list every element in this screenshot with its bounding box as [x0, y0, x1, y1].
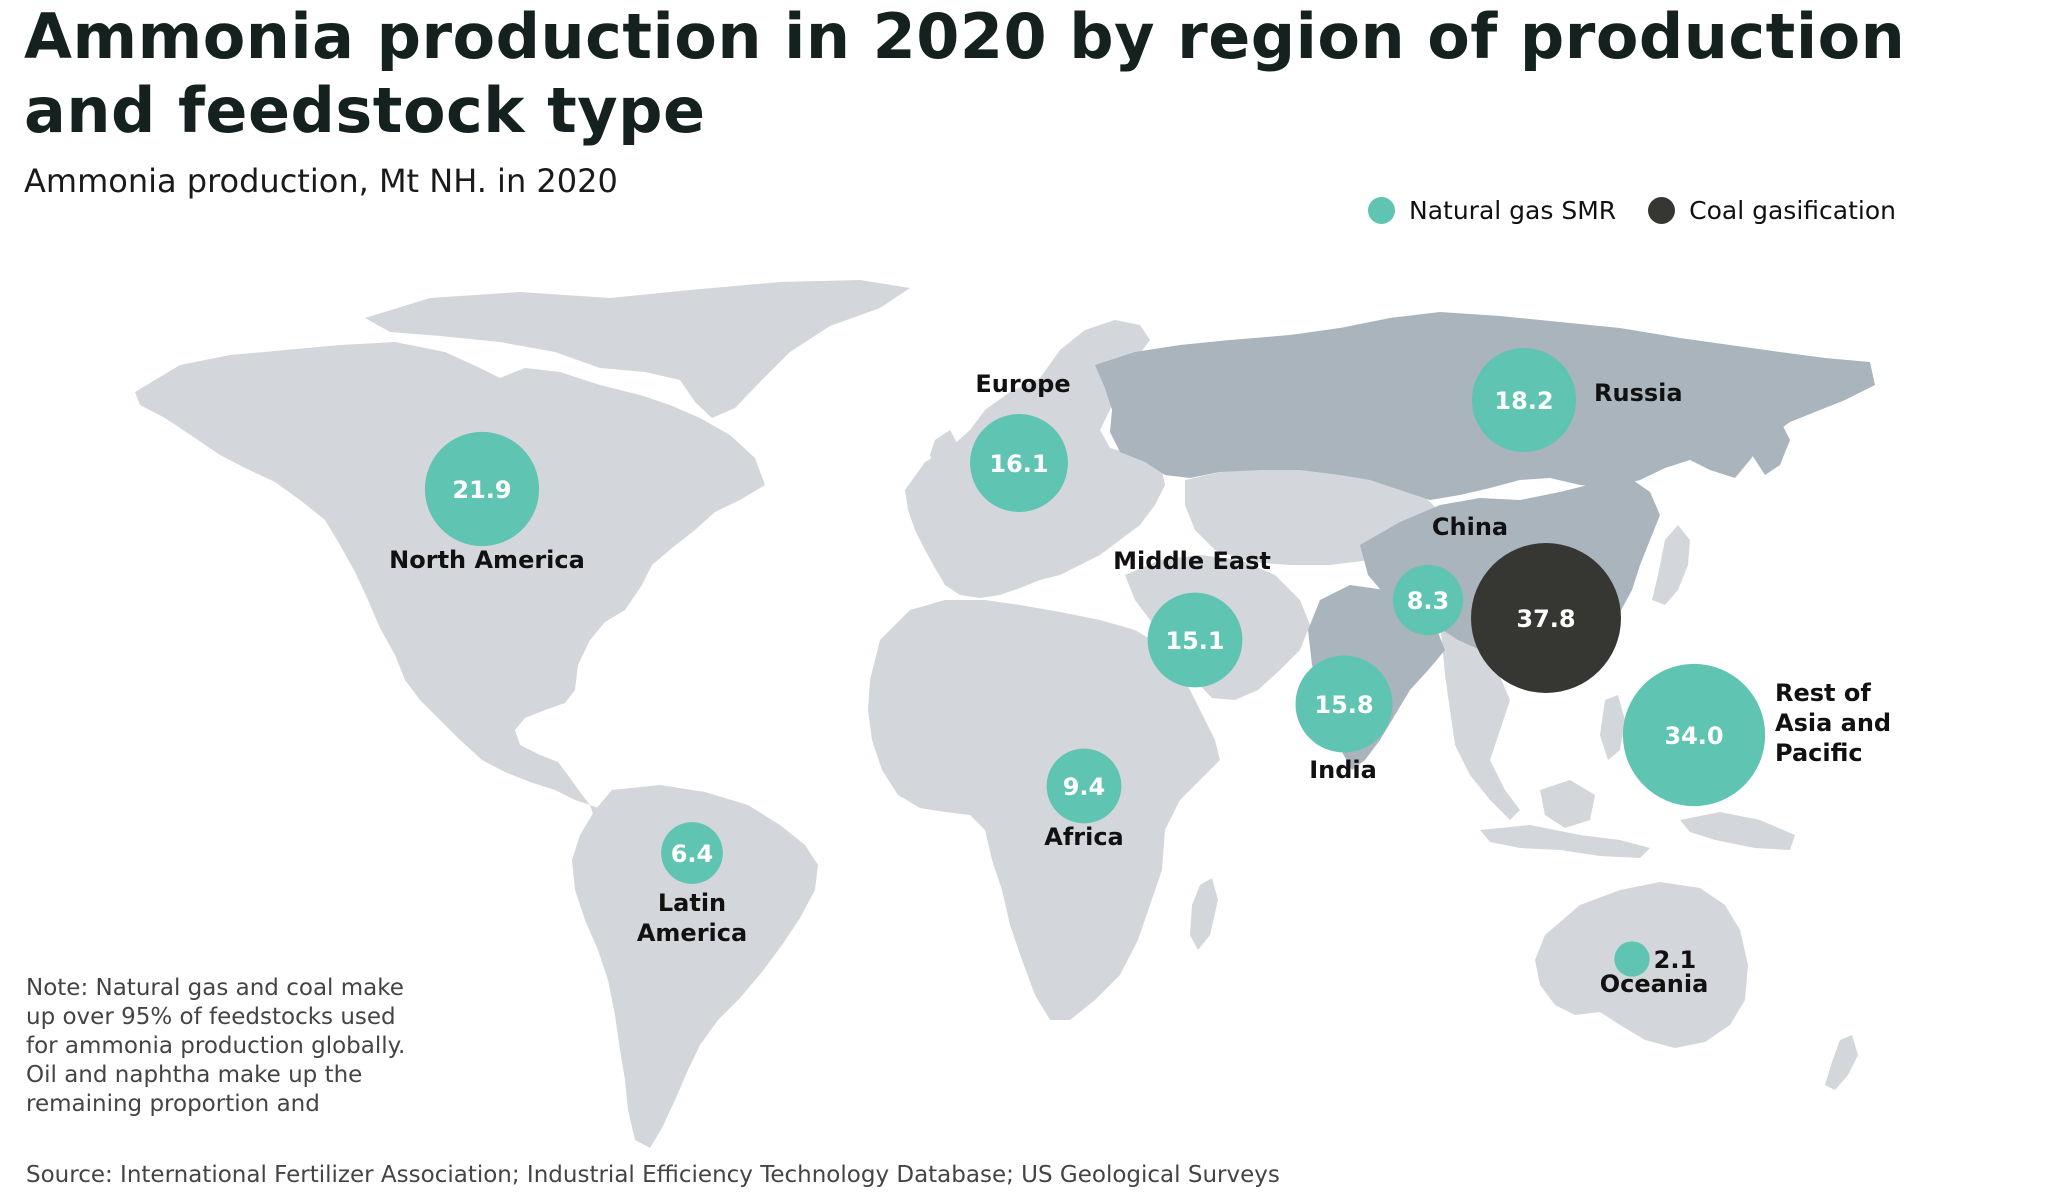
page-title: Ammonia production in 2020 by region of … — [24, 0, 1906, 147]
region-label-china-gas: China — [1432, 513, 1508, 541]
region-label-russia: Russia — [1594, 379, 1683, 407]
value-label-north-america: 21.9 — [452, 476, 511, 504]
region-label-europe: Europe — [975, 370, 1070, 398]
new-guinea-shape — [1680, 812, 1795, 850]
value-label-africa: 9.4 — [1063, 773, 1106, 801]
legend-item-coal: Coal gasification — [1648, 196, 1896, 225]
value-label-middle-east: 15.1 — [1165, 627, 1224, 655]
note-text: Note: Natural gas and coal make up over … — [26, 975, 406, 1117]
bubble-china-gas — [1392, 564, 1464, 636]
japan-shape — [1652, 525, 1690, 605]
scandinavia-shape — [1040, 320, 1150, 420]
legend-label-natural-gas: Natural gas SMR — [1409, 196, 1617, 225]
south-america-shape — [572, 785, 818, 1148]
legend-label-coal: Coal gasification — [1689, 196, 1896, 225]
bubble-europe — [970, 414, 1068, 512]
legend: Natural gas SMR Coal gasification — [1368, 196, 1928, 225]
region-label-rest-of-asia: Rest of Asia and Pacific — [1775, 679, 1891, 767]
bubble-rest-of-asia — [1622, 663, 1766, 807]
philippines-shape — [1600, 695, 1625, 760]
borneo-shape — [1540, 780, 1595, 828]
indonesia-shape — [1480, 825, 1650, 858]
bubble-north-america — [424, 431, 540, 547]
subtitle: Ammonia production, Mt NH. in 2020 — [24, 162, 618, 200]
bubble-india — [1295, 655, 1393, 753]
value-label-europe: 16.1 — [989, 450, 1048, 478]
region-label-latin-america: Latin America — [637, 889, 747, 947]
bubble-oceania — [1614, 941, 1650, 977]
greenland-shape — [365, 280, 910, 418]
value-label-india: 15.8 — [1314, 691, 1373, 719]
bubble-china-coal — [1471, 543, 1621, 693]
bubble-africa — [1046, 748, 1122, 824]
value-label-rest-of-asia: 34.0 — [1664, 722, 1723, 750]
africa-shape — [868, 600, 1220, 1020]
legend-item-natural-gas: Natural gas SMR — [1368, 196, 1616, 225]
region-label-middle-east: Middle East — [1113, 547, 1271, 575]
source-text: Source: International Fertilizer Associa… — [26, 1162, 1280, 1188]
land-masses — [135, 280, 1858, 1148]
value-label-china-gas: 8.3 — [1407, 587, 1450, 615]
uk-shape — [930, 430, 958, 478]
natural-gas-swatch — [1368, 197, 1395, 224]
region-label-north-america: North America — [389, 546, 585, 574]
north-america-shape — [135, 342, 765, 805]
bubble-russia — [1471, 347, 1577, 453]
region-label-india: India — [1309, 756, 1377, 784]
value-label-latin-america: 6.4 — [671, 840, 714, 868]
madagascar-shape — [1190, 878, 1218, 950]
coal-swatch — [1648, 197, 1676, 224]
region-label-africa: Africa — [1044, 823, 1124, 851]
bubble-latin-america — [661, 822, 723, 884]
region-label-oceania: Oceania — [1600, 970, 1709, 998]
kamchatka-shape — [1752, 420, 1790, 475]
bubble-middle-east — [1147, 592, 1243, 688]
southeast-asia-shape — [1440, 620, 1520, 820]
new-zealand-shape — [1825, 1035, 1858, 1090]
value-label-china-coal: 37.8 — [1516, 605, 1575, 633]
value-label-oceania: 2.1 — [1654, 946, 1697, 974]
value-label-russia: 18.2 — [1494, 387, 1553, 415]
